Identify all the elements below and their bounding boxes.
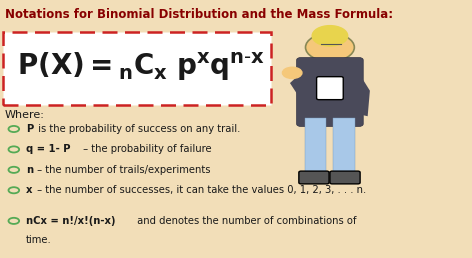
Text: – the number of successes, it can take the values 0, 1, 2, 3, . . . n.: – the number of successes, it can take t… — [34, 185, 366, 195]
Text: Where:: Where: — [5, 110, 45, 120]
Polygon shape — [356, 73, 370, 116]
Circle shape — [282, 67, 302, 78]
Text: Notations for Binomial Distribution and the Mass Formula:: Notations for Binomial Distribution and … — [5, 8, 393, 21]
FancyBboxPatch shape — [334, 118, 355, 175]
FancyBboxPatch shape — [304, 118, 326, 175]
Circle shape — [305, 33, 354, 61]
Text: time.: time. — [26, 235, 51, 245]
Text: nCx = n!/x!(n-x): nCx = n!/x!(n-x) — [26, 216, 115, 226]
Text: – the probability of failure: – the probability of failure — [80, 144, 211, 155]
FancyBboxPatch shape — [3, 32, 271, 105]
FancyBboxPatch shape — [299, 171, 329, 184]
FancyBboxPatch shape — [296, 58, 363, 126]
Text: – the number of trails/experiments: – the number of trails/experiments — [34, 165, 211, 175]
Text: is the probability of success on any trail.: is the probability of success on any tra… — [34, 124, 240, 134]
Text: n: n — [26, 165, 33, 175]
Circle shape — [312, 26, 348, 46]
FancyBboxPatch shape — [317, 77, 343, 100]
Text: q = 1- P: q = 1- P — [26, 144, 70, 155]
Text: $\mathbf{P(X) = {_n}C_x\ p^xq^{n\text{-}x}}$: $\mathbf{P(X) = {_n}C_x\ p^xq^{n\text{-}… — [17, 50, 265, 83]
Text: and denotes the number of combinations of: and denotes the number of combinations o… — [135, 216, 360, 226]
FancyBboxPatch shape — [330, 171, 360, 184]
Text: x: x — [26, 185, 32, 195]
Text: P: P — [26, 124, 33, 134]
Polygon shape — [290, 73, 312, 103]
